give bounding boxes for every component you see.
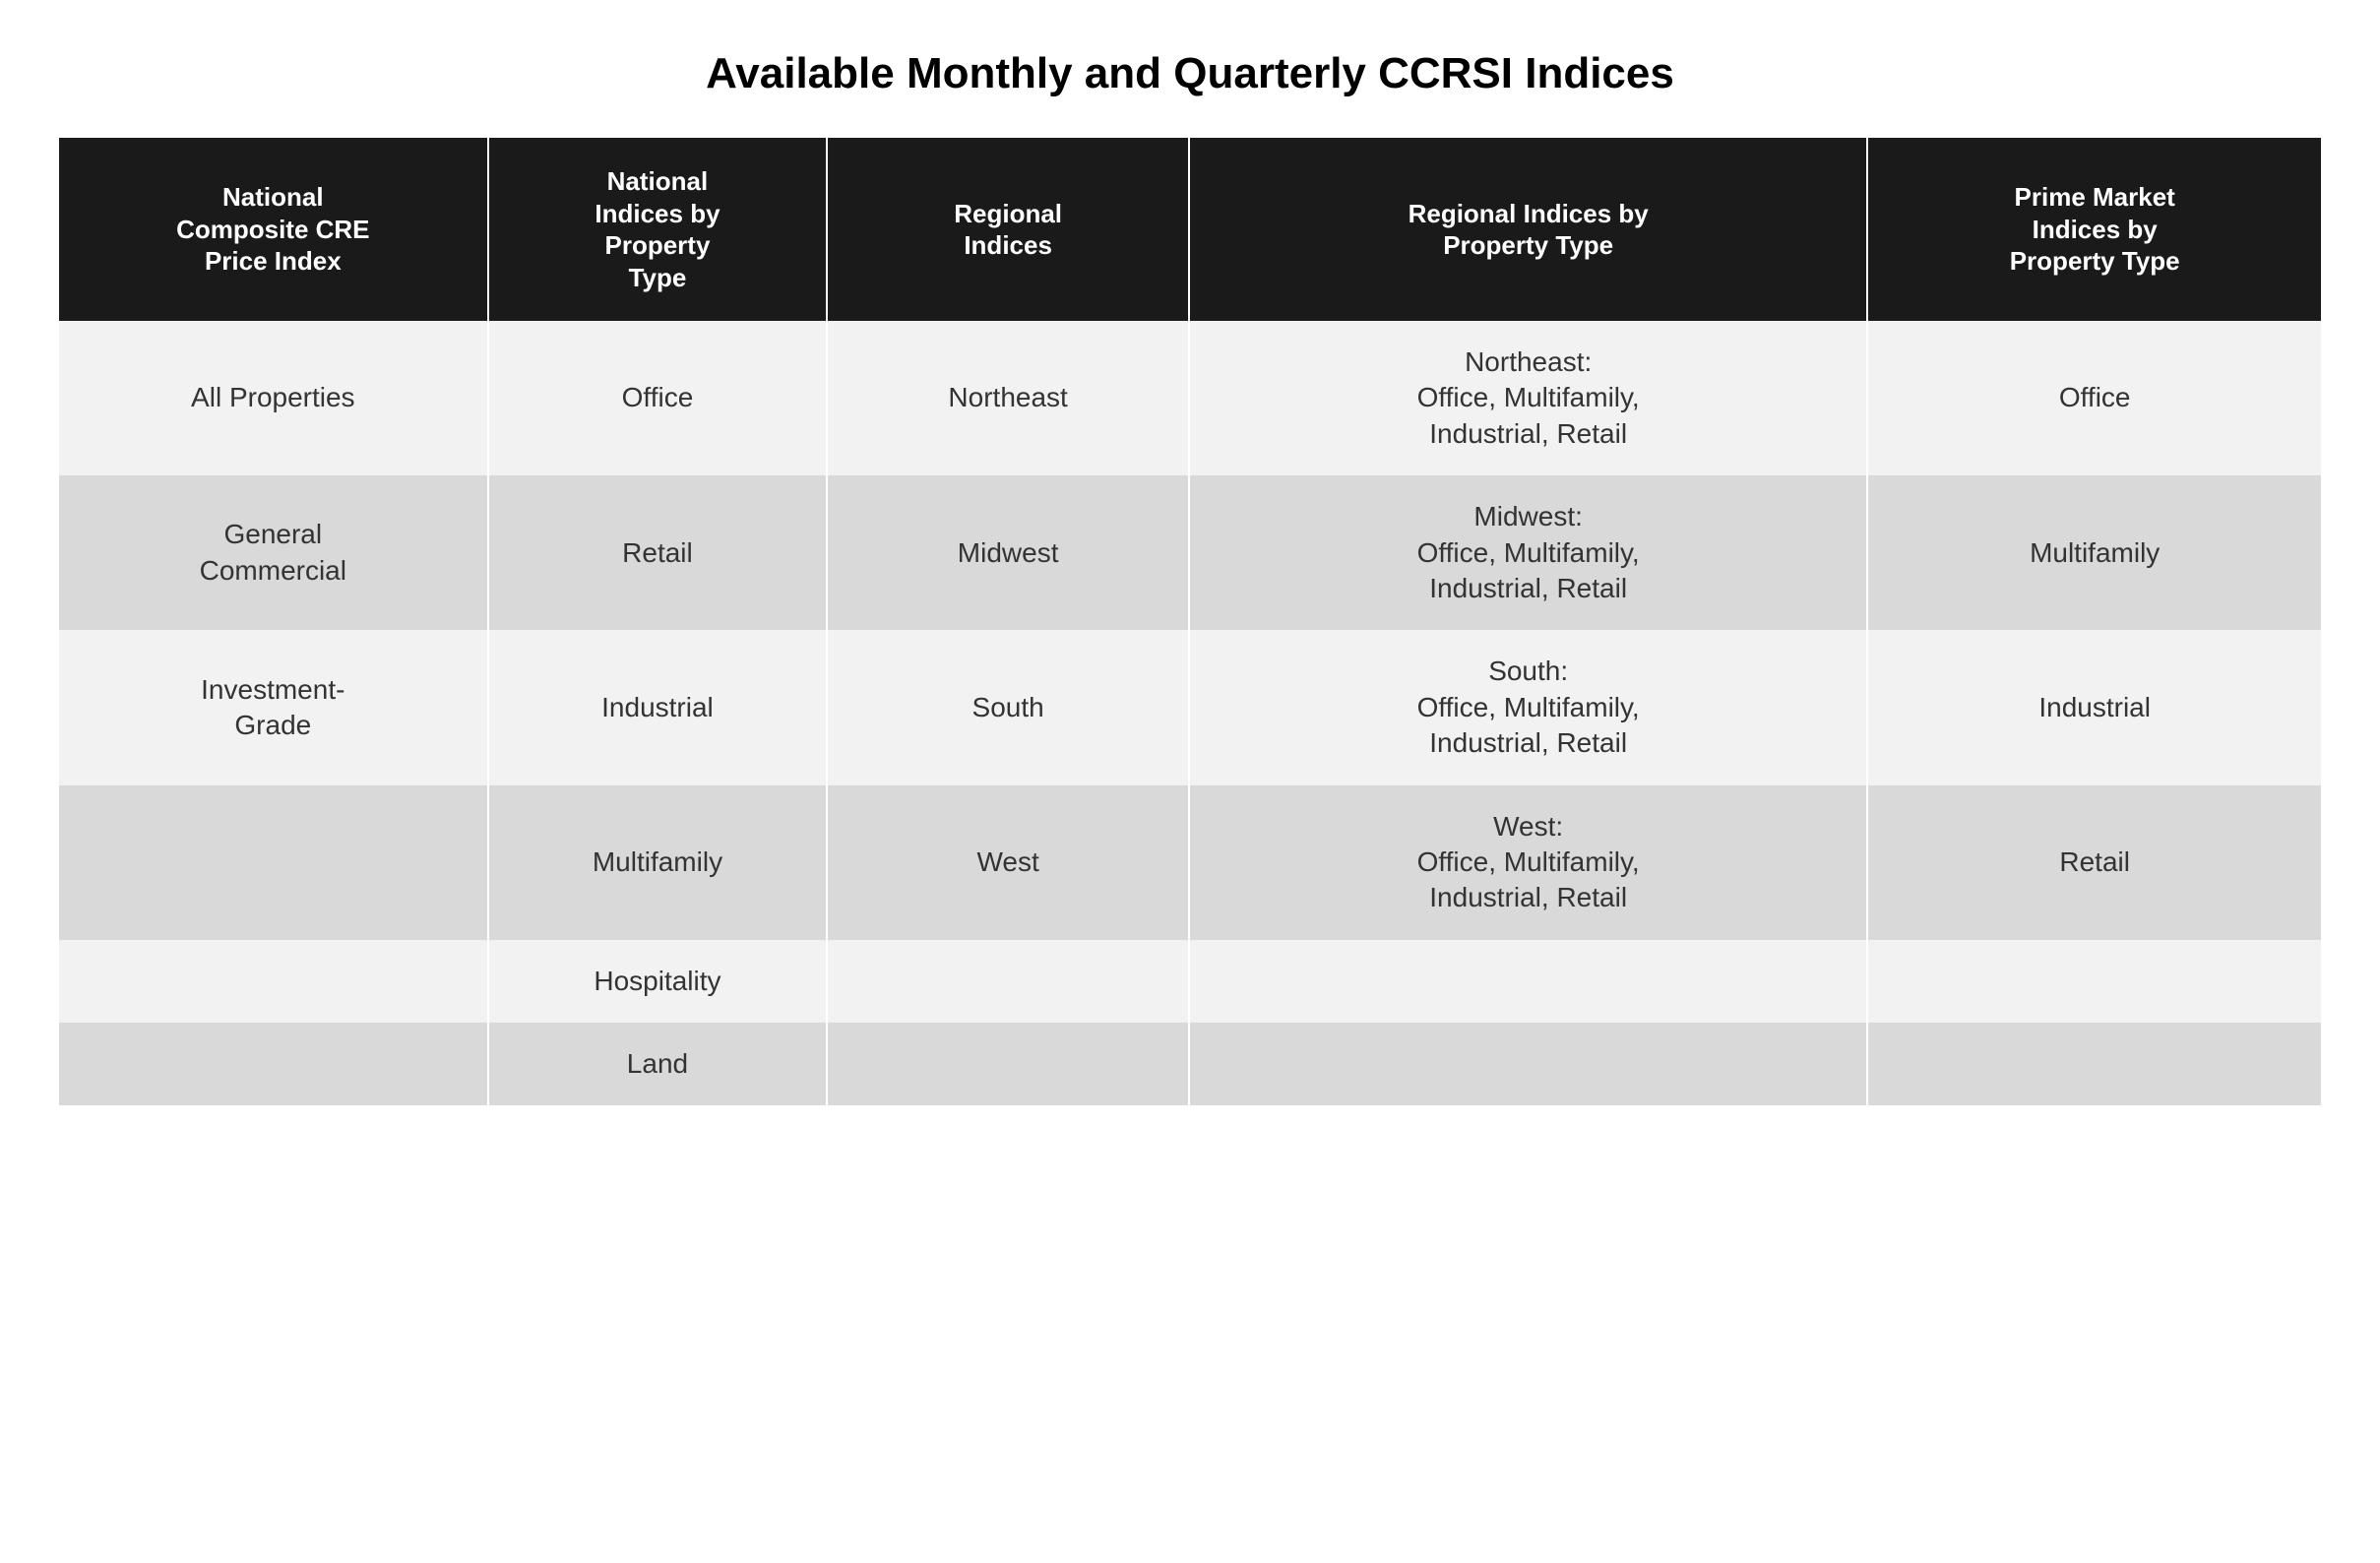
cell bbox=[59, 785, 489, 940]
cell bbox=[59, 1023, 489, 1105]
cell: Multifamily bbox=[489, 785, 829, 940]
cell: Midwest: Office, Multifamily, Industrial… bbox=[1190, 475, 1868, 630]
indices-table: National Composite CRE Price Index Natio… bbox=[59, 138, 2321, 1105]
cell: South: Office, Multifamily, Industrial, … bbox=[1190, 630, 1868, 784]
table-header-row: National Composite CRE Price Index Natio… bbox=[59, 138, 2321, 321]
col-header-prime-market: Prime Market Indices by Property Type bbox=[1868, 138, 2321, 321]
cell: Midwest bbox=[828, 475, 1190, 630]
cell bbox=[828, 1023, 1190, 1105]
col-header-regional: Regional Indices bbox=[828, 138, 1190, 321]
table-row: All Properties Office Northeast Northeas… bbox=[59, 321, 2321, 475]
table-row: Land bbox=[59, 1023, 2321, 1105]
cell: Multifamily bbox=[1868, 475, 2321, 630]
cell: Industrial bbox=[489, 630, 829, 784]
table-row: Multifamily West West: Office, Multifami… bbox=[59, 785, 2321, 940]
cell: South bbox=[828, 630, 1190, 784]
cell bbox=[1190, 1023, 1868, 1105]
cell: West: Office, Multifamily, Industrial, R… bbox=[1190, 785, 1868, 940]
cell: Retail bbox=[489, 475, 829, 630]
cell: Northeast: Office, Multifamily, Industri… bbox=[1190, 321, 1868, 475]
cell bbox=[1868, 1023, 2321, 1105]
table-row: Hospitality bbox=[59, 940, 2321, 1023]
cell: General Commercial bbox=[59, 475, 489, 630]
cell bbox=[828, 940, 1190, 1023]
cell: All Properties bbox=[59, 321, 489, 475]
cell: Office bbox=[489, 321, 829, 475]
cell: Land bbox=[489, 1023, 829, 1105]
cell bbox=[1868, 940, 2321, 1023]
cell: Investment- Grade bbox=[59, 630, 489, 784]
col-header-national-composite: National Composite CRE Price Index bbox=[59, 138, 489, 321]
cell bbox=[1190, 940, 1868, 1023]
page-title: Available Monthly and Quarterly CCRSI In… bbox=[59, 49, 2321, 98]
cell: Industrial bbox=[1868, 630, 2321, 784]
cell: West bbox=[828, 785, 1190, 940]
cell: Hospitality bbox=[489, 940, 829, 1023]
table-row: Investment- Grade Industrial South South… bbox=[59, 630, 2321, 784]
cell: Office bbox=[1868, 321, 2321, 475]
cell: Retail bbox=[1868, 785, 2321, 940]
table-row: General Commercial Retail Midwest Midwes… bbox=[59, 475, 2321, 630]
cell: Northeast bbox=[828, 321, 1190, 475]
col-header-regional-by-type: Regional Indices by Property Type bbox=[1190, 138, 1868, 321]
col-header-national-by-type: National Indices by Property Type bbox=[489, 138, 829, 321]
cell bbox=[59, 940, 489, 1023]
